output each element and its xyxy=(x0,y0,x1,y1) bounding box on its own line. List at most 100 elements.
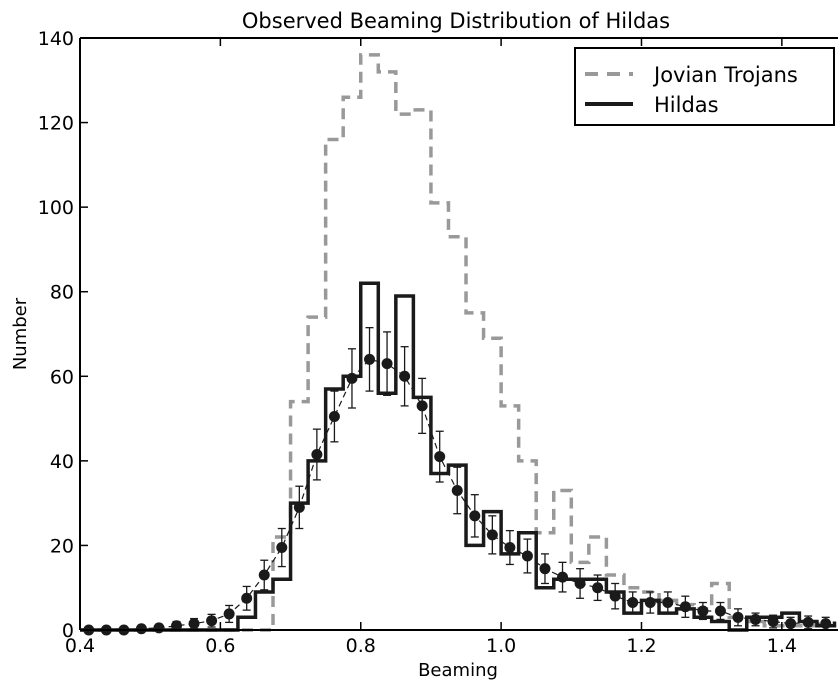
x-axis-label: Beaming xyxy=(418,660,498,681)
data-point xyxy=(539,553,551,585)
legend-box xyxy=(574,47,835,126)
data-point xyxy=(592,574,604,602)
data-point xyxy=(714,601,726,621)
data-point-marker xyxy=(486,529,498,541)
data-point xyxy=(557,561,569,593)
data-point-marker xyxy=(328,410,340,422)
data-point-marker xyxy=(153,622,165,634)
data-point-marker xyxy=(311,449,323,461)
data-point-marker xyxy=(697,605,709,617)
x-tick-label: 0.6 xyxy=(205,635,235,657)
data-point xyxy=(311,428,323,481)
y-tick-label: 140 xyxy=(38,28,74,50)
data-point-marker xyxy=(258,569,270,581)
data-point xyxy=(732,608,744,627)
data-point-marker xyxy=(416,400,428,412)
data-point xyxy=(276,527,288,568)
legend: Jovian Trojans Hildas xyxy=(574,47,835,126)
plot-area: 0.4 0.6 0.8 1.0 1.2 1.4 0 20 40 60 80 100 120 140 xyxy=(38,28,838,657)
data-point xyxy=(802,615,814,630)
errorbar-points-layer xyxy=(83,327,832,636)
data-point-marker xyxy=(521,550,533,562)
chart-title: Observed Beaming Distribution of Hildas xyxy=(242,9,670,33)
data-point xyxy=(644,591,656,614)
data-point-marker xyxy=(381,358,393,370)
data-point-marker xyxy=(276,542,288,554)
y-axis-label: Number xyxy=(10,297,31,370)
data-point xyxy=(346,348,358,409)
data-point-marker xyxy=(451,484,463,496)
data-point-marker xyxy=(241,592,253,604)
legend-label-jovian-trojans: Jovian Trojans xyxy=(652,63,798,87)
data-point-marker xyxy=(732,611,744,623)
plot-frame xyxy=(80,38,838,630)
data-point-marker xyxy=(364,353,376,365)
y-tick-label: 60 xyxy=(50,366,74,388)
data-point xyxy=(223,604,235,624)
data-point xyxy=(785,616,797,631)
data-point xyxy=(451,466,463,515)
data-point xyxy=(416,377,428,435)
data-point-marker xyxy=(627,597,639,609)
x-tick-label: 1.2 xyxy=(626,635,656,657)
data-point xyxy=(750,612,762,627)
data-point-marker xyxy=(679,601,691,613)
data-point-marker xyxy=(557,571,569,583)
data-point xyxy=(399,346,411,407)
data-point xyxy=(293,485,305,530)
data-point-marker xyxy=(469,510,481,522)
data-point xyxy=(241,585,253,611)
data-point xyxy=(767,614,779,629)
data-point xyxy=(434,430,446,483)
data-point-marker xyxy=(662,597,674,609)
data-point-marker xyxy=(188,618,200,630)
data-point xyxy=(504,529,516,566)
data-point xyxy=(662,591,674,614)
data-point-marker xyxy=(504,542,516,554)
jovian-trojans-layer xyxy=(80,53,835,632)
data-point xyxy=(574,568,586,599)
data-point xyxy=(609,582,621,610)
data-point-marker xyxy=(767,616,779,628)
y-tick-label: 120 xyxy=(38,113,74,135)
y-tick-label: 100 xyxy=(38,197,74,219)
data-point-marker xyxy=(539,563,551,575)
data-point-marker xyxy=(609,590,621,602)
data-point xyxy=(258,559,270,591)
data-point xyxy=(328,390,340,443)
data-point-marker xyxy=(135,623,147,635)
x-tick-label: 1.0 xyxy=(486,635,516,657)
y-tick-label: 0 xyxy=(62,620,74,642)
data-point xyxy=(135,623,147,635)
data-point-marker xyxy=(223,608,235,620)
data-point-marker xyxy=(750,613,762,625)
x-tick-label: 0.4 xyxy=(65,635,95,657)
data-point-marker xyxy=(714,605,726,617)
data-point xyxy=(469,494,481,538)
data-point xyxy=(521,538,533,574)
data-point xyxy=(206,613,218,628)
data-point-marker xyxy=(399,370,411,382)
data-point xyxy=(153,622,165,634)
data-point-marker xyxy=(346,372,358,384)
legend-label-hildas: Hildas xyxy=(654,93,719,117)
data-point-marker xyxy=(293,501,305,513)
data-point xyxy=(627,591,639,614)
series-line-hildas xyxy=(80,281,837,632)
data-point xyxy=(486,515,498,555)
ticks-layer: 0.4 0.6 0.8 1.0 1.2 1.4 0 20 40 60 80 100 120 140 xyxy=(38,28,797,657)
data-point xyxy=(697,601,709,621)
data-point xyxy=(188,617,200,630)
x-tick-label: 1.4 xyxy=(767,635,797,657)
data-point xyxy=(679,595,691,618)
data-point-marker xyxy=(171,620,183,632)
axes-layer xyxy=(79,37,838,631)
data-point-marker xyxy=(434,451,446,463)
data-point-marker xyxy=(802,616,814,628)
data-point xyxy=(381,331,393,396)
data-point-marker xyxy=(574,577,586,589)
data-point-marker xyxy=(206,615,218,627)
data-point-marker xyxy=(644,597,656,609)
